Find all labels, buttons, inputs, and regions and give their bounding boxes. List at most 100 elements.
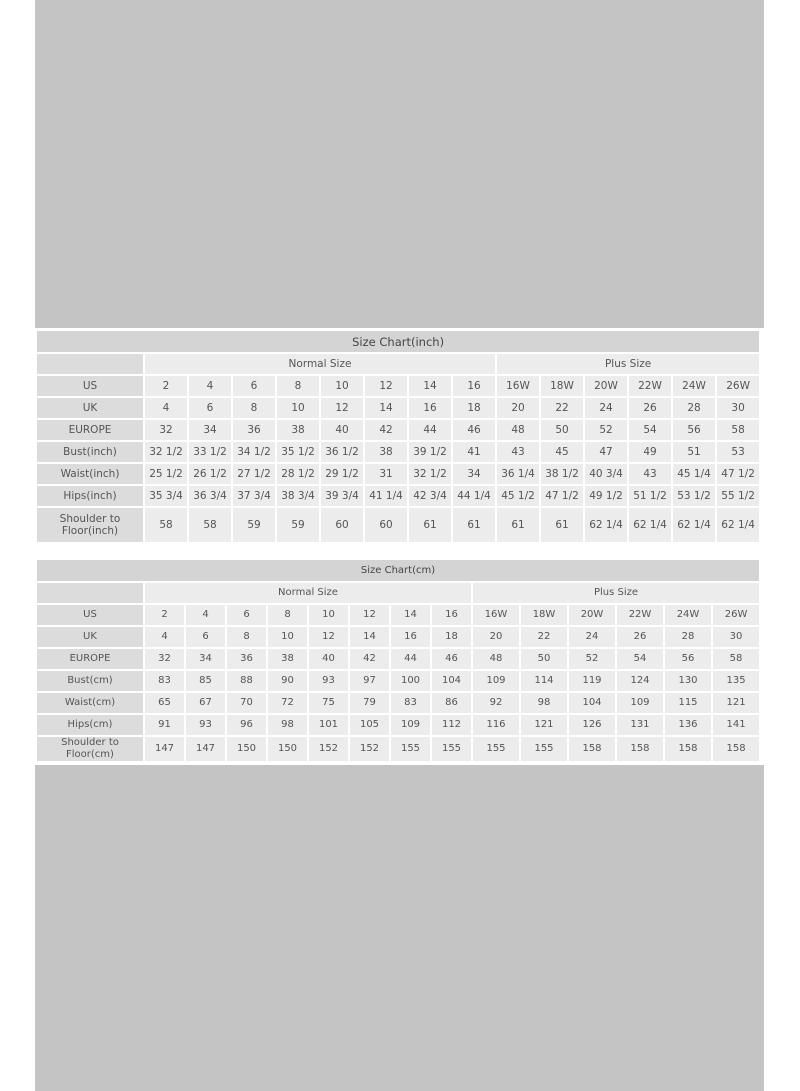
size-cell: 20W xyxy=(569,605,615,625)
size-cell: 119 xyxy=(569,671,615,691)
size-cell: 83 xyxy=(391,693,430,713)
size-cell: 155 xyxy=(473,737,519,761)
size-cell: 2 xyxy=(145,376,187,396)
size-cell: 16 xyxy=(409,398,451,418)
row-label: Shoulder to Floor(cm) xyxy=(37,737,143,761)
size-cell: 55 1/2 xyxy=(717,486,760,506)
size-cell: 32 1/2 xyxy=(145,442,187,462)
size-cell: 130 xyxy=(665,671,711,691)
size-cell: 56 xyxy=(673,420,715,440)
size-cell: 43 xyxy=(497,442,539,462)
table-row: Shoulder to Floor(inch) 58 58 59 59 60 60 61 61 6… xyxy=(37,508,760,542)
size-cell: 152 xyxy=(309,737,348,761)
size-cell: 147 xyxy=(145,737,184,761)
size-cell: 35 1/2 xyxy=(277,442,319,462)
title-row: Size Chart(inch) xyxy=(37,331,760,352)
size-cell: 62 1/4 xyxy=(673,508,715,542)
size-cell: 131 xyxy=(617,715,663,735)
size-chart-inch: Size Chart(inch) Normal Size Plus Size US 2 4… xyxy=(35,329,761,544)
size-cell: 59 xyxy=(277,508,319,542)
table-row: UK 4 6 8 10 12 14 16 18 20 22 24 26 28 30 xyxy=(37,627,760,647)
size-cell: 109 xyxy=(391,715,430,735)
size-cell: 38 3/4 xyxy=(277,486,319,506)
size-cell: 34 xyxy=(186,649,225,669)
size-cell: 48 xyxy=(473,649,519,669)
size-cell: 98 xyxy=(521,693,567,713)
size-cell: 30 xyxy=(713,627,760,647)
row-label: Shoulder to Floor(inch) xyxy=(37,508,143,542)
size-cell: 16W xyxy=(497,376,539,396)
size-cell: 47 xyxy=(585,442,627,462)
size-cell: 136 xyxy=(665,715,711,735)
corner-cell xyxy=(37,583,143,603)
corner-cell xyxy=(37,354,143,374)
table-row: EUROPE 32 34 36 38 40 42 44 46 48 50 52 54 56 58 xyxy=(37,420,760,440)
size-cell: 53 1/2 xyxy=(673,486,715,506)
size-cell: 58 xyxy=(189,508,231,542)
size-cell: 34 xyxy=(189,420,231,440)
size-cell: 10 xyxy=(277,398,319,418)
size-cell: 56 xyxy=(665,649,711,669)
size-cell: 6 xyxy=(186,627,225,647)
size-cell: 155 xyxy=(432,737,471,761)
size-cell: 36 1/2 xyxy=(321,442,363,462)
size-cell: 26W xyxy=(717,376,760,396)
size-cell: 105 xyxy=(350,715,389,735)
size-cell: 42 3/4 xyxy=(409,486,451,506)
size-cell: 12 xyxy=(365,376,407,396)
size-cell: 61 xyxy=(497,508,539,542)
table-row: Bust(inch) 32 1/2 33 1/2 34 1/2 35 1/2 36 1/2… xyxy=(37,442,760,462)
size-cell: 155 xyxy=(391,737,430,761)
size-cell: 79 xyxy=(350,693,389,713)
size-cell: 22W xyxy=(629,376,671,396)
size-cell: 28 xyxy=(673,398,715,418)
size-cell: 45 1/4 xyxy=(673,464,715,484)
size-cell: 67 xyxy=(186,693,225,713)
size-cell: 18W xyxy=(521,605,567,625)
table-row: UK 4 6 8 10 12 14 16 18 20 22 24 26 28 30 xyxy=(37,398,760,418)
size-cell: 158 xyxy=(617,737,663,761)
size-cell: 124 xyxy=(617,671,663,691)
size-cell: 14 xyxy=(409,376,451,396)
table-row: Waist(cm) 65 67 70 72 75 79 83 86 92 98 104 109 115 12… xyxy=(37,693,760,713)
row-label: Hips(inch) xyxy=(37,486,143,506)
row-label: Bust(inch) xyxy=(37,442,143,462)
size-cell: 26 xyxy=(629,398,671,418)
size-cell: 52 xyxy=(585,420,627,440)
size-cell: 4 xyxy=(145,627,184,647)
size-cell: 41 xyxy=(453,442,495,462)
size-cell: 44 xyxy=(409,420,451,440)
size-cell: 141 xyxy=(713,715,760,735)
size-cell: 36 xyxy=(227,649,266,669)
size-cell: 39 3/4 xyxy=(321,486,363,506)
size-cell: 104 xyxy=(432,671,471,691)
size-cell: 2 xyxy=(145,605,184,625)
size-cell: 42 xyxy=(350,649,389,669)
size-cell: 26W xyxy=(713,605,760,625)
row-label: UK xyxy=(37,627,143,647)
row-label: US xyxy=(37,376,143,396)
size-cell: 24 xyxy=(585,398,627,418)
size-cell: 35 3/4 xyxy=(145,486,187,506)
size-cell: 75 xyxy=(309,693,348,713)
size-cell: 20W xyxy=(585,376,627,396)
size-cell: 36 3/4 xyxy=(189,486,231,506)
table-row: Waist(inch) 25 1/2 26 1/2 27 1/2 28 1/2 29 1/… xyxy=(37,464,760,484)
table-row: Shoulder to Floor(cm) 147 147 150 150 152 152 1… xyxy=(37,737,760,761)
size-cell: 20 xyxy=(497,398,539,418)
row-label: Waist(inch) xyxy=(37,464,143,484)
size-cell: 24W xyxy=(673,376,715,396)
size-cell: 10 xyxy=(268,627,307,647)
size-cell: 62 1/4 xyxy=(585,508,627,542)
size-cell: 96 xyxy=(227,715,266,735)
size-cell: 72 xyxy=(268,693,307,713)
table-row: EUROPE 32 34 36 38 40 42 44 46 48 50 52 54 56 58 xyxy=(37,649,760,669)
size-cell: 28 xyxy=(665,627,711,647)
size-cell: 45 xyxy=(541,442,583,462)
size-cell: 18 xyxy=(453,398,495,418)
row-label: Bust(cm) xyxy=(37,671,143,691)
normal-size-header: Normal Size xyxy=(145,354,495,374)
table-title: Size Chart(inch) xyxy=(37,331,760,352)
size-cell: 52 xyxy=(569,649,615,669)
size-cell: 93 xyxy=(309,671,348,691)
